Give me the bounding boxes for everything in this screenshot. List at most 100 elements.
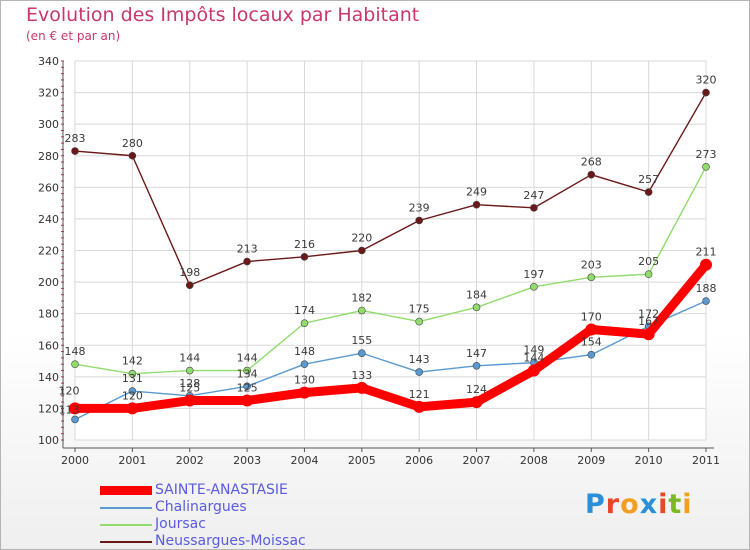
data-point [415, 317, 423, 326]
data-label: 154 [581, 336, 602, 349]
data-point [700, 258, 712, 271]
data-label: 216 [294, 238, 315, 251]
data-label: 167 [638, 315, 659, 328]
x-tick-label: 2005 [348, 454, 376, 467]
legend-label: SAINTE-ANASTASIE [155, 482, 288, 498]
data-label: 198 [179, 266, 200, 279]
proxiti-logo: Proxiti [585, 489, 693, 520]
data-point [587, 170, 596, 179]
y-tick-label: 340 [38, 55, 59, 68]
x-tick-label: 2011 [692, 454, 720, 467]
data-label: 131 [122, 372, 143, 385]
x-tick-label: 2009 [577, 454, 605, 467]
y-tick-label: 200 [38, 276, 59, 289]
y-tick-label: 160 [38, 339, 59, 352]
series-line [70, 260, 711, 413]
data-label: 148 [65, 345, 86, 358]
data-label: 128 [179, 377, 200, 390]
data-point [642, 328, 655, 341]
data-point [472, 303, 481, 312]
data-label: 170 [581, 310, 602, 323]
data-point [300, 319, 309, 327]
data-point [585, 323, 598, 336]
x-tick-label: 2010 [635, 454, 663, 467]
data-label: 144 [237, 352, 258, 365]
data-label: 144 [523, 352, 544, 365]
data-label: 280 [122, 137, 143, 150]
data-label: 197 [523, 268, 544, 281]
data-point [185, 281, 194, 290]
legend-label: Chalinargues [155, 499, 247, 515]
y-tick-label: 180 [38, 308, 59, 321]
data-point [241, 394, 254, 407]
data-point [71, 147, 79, 155]
data-label: 211 [696, 246, 717, 259]
data-point [300, 360, 309, 369]
legend-swatch [100, 486, 152, 495]
data-point [183, 394, 196, 407]
y-tick-label: 220 [38, 245, 59, 258]
data-point [472, 361, 481, 370]
data-label: 182 [351, 292, 372, 305]
data-label: 184 [466, 288, 487, 301]
data-point [702, 88, 710, 97]
data-point [128, 387, 137, 395]
x-tick-label: 2006 [405, 454, 433, 467]
y-tick-label: 300 [38, 118, 59, 131]
data-point [243, 382, 251, 391]
x-tick-label: 2000 [61, 454, 89, 467]
data-point [530, 283, 538, 291]
data-label: 149 [523, 344, 544, 357]
data-point [71, 415, 79, 424]
data-point [128, 151, 137, 160]
data-point [126, 402, 139, 415]
data-point [358, 306, 366, 315]
data-label: 257 [638, 173, 659, 186]
data-label: 155 [351, 334, 372, 347]
data-point [300, 253, 309, 261]
data-label: 125 [179, 382, 200, 395]
y-tick-label: 280 [38, 150, 59, 163]
data-point [587, 350, 596, 359]
data-point [527, 364, 540, 377]
data-point [644, 188, 653, 196]
chart-subtitle: (en € et par an) [26, 29, 121, 43]
legend-label: Joursac [155, 516, 206, 532]
data-label: 121 [409, 388, 430, 401]
data-label: 134 [237, 367, 258, 380]
data-point [415, 216, 423, 225]
data-label: 188 [696, 282, 717, 295]
data-label: 142 [122, 355, 143, 368]
legend-swatch [100, 507, 152, 509]
data-label: 133 [351, 369, 372, 382]
data-label: 144 [179, 352, 200, 365]
chart-title: Evolution des Impôts locaux par Habitant [26, 4, 420, 26]
series-line [74, 166, 707, 375]
data-point [702, 297, 710, 305]
data-label: 205 [638, 255, 659, 268]
data-label: 174 [294, 304, 315, 317]
data-label: 320 [696, 74, 717, 87]
data-label: 125 [237, 382, 258, 395]
series-line [74, 300, 707, 421]
data-label: 130 [294, 374, 315, 387]
data-point [415, 368, 423, 376]
x-tick-label: 2008 [520, 454, 548, 467]
data-point [355, 381, 368, 394]
data-point [413, 400, 426, 413]
data-point [358, 349, 366, 357]
data-label: 203 [581, 258, 602, 271]
data-point [71, 360, 79, 369]
data-label: 124 [466, 383, 487, 396]
series-line [74, 91, 707, 286]
data-label: 143 [409, 353, 430, 366]
data-label: 172 [638, 307, 659, 320]
data-label: 175 [409, 303, 430, 316]
y-tick-label: 100 [38, 434, 59, 447]
data-label: 120 [122, 389, 143, 402]
data-label: 273 [696, 148, 717, 161]
data-label: 148 [294, 345, 315, 358]
x-tick-label: 2003 [233, 454, 261, 467]
data-point [128, 369, 137, 378]
